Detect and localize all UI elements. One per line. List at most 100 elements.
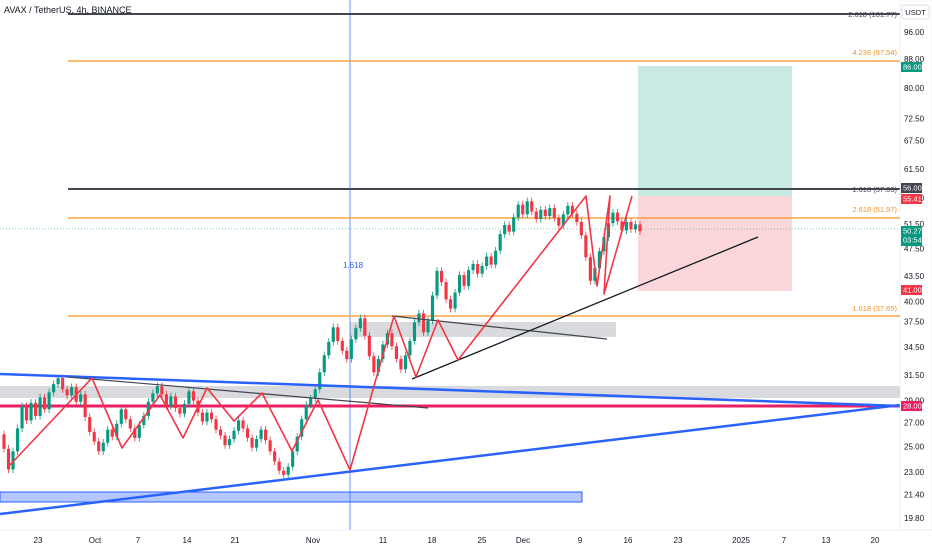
candle-body[interactable] (318, 372, 322, 390)
currency-button[interactable]: USDT (901, 4, 930, 20)
candle-body[interactable] (516, 204, 520, 218)
candle-body[interactable] (444, 282, 448, 300)
candle-body[interactable] (376, 359, 380, 373)
candle-body[interactable] (155, 386, 159, 394)
candle-body[interactable] (61, 378, 65, 390)
candle-body[interactable] (638, 224, 642, 232)
candle-body[interactable] (20, 406, 24, 429)
candle-body[interactable] (390, 333, 394, 347)
candle-body[interactable] (498, 234, 502, 251)
candle-body[interactable] (200, 412, 205, 422)
candle-body[interactable] (575, 213, 579, 222)
candle-body[interactable] (304, 404, 308, 420)
candle-body[interactable] (507, 224, 511, 232)
channel-support-line[interactable] (411, 236, 759, 380)
candle-body[interactable] (566, 205, 570, 215)
candle-body[interactable] (79, 394, 83, 402)
candle-body[interactable] (282, 470, 286, 475)
candle-body[interactable] (552, 208, 556, 218)
candle-body[interactable] (52, 384, 56, 393)
ascending-trendline[interactable] (0, 403, 901, 516)
candle-body[interactable] (620, 221, 624, 231)
support-box[interactable] (0, 386, 900, 398)
time-axis[interactable]: 23 Oct 7 14 21 Nov 11 18 25 Dec 9 16 23 2025 7 13 20 (0, 529, 932, 550)
take-profit-zone[interactable] (638, 66, 792, 196)
candle-body[interactable] (448, 299, 453, 309)
candle-body[interactable] (462, 275, 466, 286)
candle-body[interactable] (47, 392, 51, 410)
candle-body[interactable] (512, 217, 516, 232)
candle-body[interactable] (624, 221, 629, 231)
candle-body[interactable] (345, 350, 349, 360)
candle-body[interactable] (178, 408, 182, 414)
candle-body[interactable] (331, 327, 335, 342)
candle-body[interactable] (322, 355, 326, 373)
candle-body[interactable] (124, 409, 128, 420)
candle-body[interactable] (88, 417, 92, 432)
candle-body[interactable] (232, 430, 236, 440)
candle-body[interactable] (300, 419, 304, 437)
candle-body[interactable] (363, 318, 367, 336)
candle-body[interactable] (417, 313, 421, 323)
candle-body[interactable] (15, 428, 20, 452)
descending-trendline[interactable] (0, 372, 901, 408)
candle-body[interactable] (439, 270, 444, 283)
candle-body[interactable] (539, 209, 543, 220)
candle-body[interactable] (250, 437, 254, 448)
candle-body[interactable] (24, 406, 29, 421)
candle-body[interactable] (561, 214, 565, 226)
candle-body[interactable] (476, 263, 480, 274)
candle-body[interactable] (408, 340, 412, 356)
candle-body[interactable] (11, 451, 15, 470)
candle-body[interactable] (33, 402, 38, 416)
candle-body[interactable] (615, 212, 620, 222)
candle-body[interactable] (480, 266, 484, 274)
candle-body[interactable] (453, 292, 457, 309)
candle-body[interactable] (412, 322, 417, 341)
candle-body[interactable] (557, 217, 561, 226)
candle-body[interactable] (97, 441, 101, 452)
candle-body[interactable] (101, 442, 105, 452)
candle-body[interactable] (367, 335, 371, 357)
candle-body[interactable] (570, 205, 574, 214)
candle-body[interactable] (467, 270, 471, 286)
candle-body[interactable] (146, 401, 150, 416)
candle-body[interactable] (358, 318, 362, 329)
candle-body[interactable] (142, 415, 146, 425)
candle-body[interactable] (534, 211, 538, 220)
candle-body[interactable] (106, 429, 110, 443)
pennant-upper-line[interactable] (391, 315, 608, 340)
candle-body[interactable] (494, 250, 498, 265)
candle-body[interactable] (173, 396, 177, 409)
candle-body[interactable] (205, 412, 209, 422)
candle-body[interactable] (588, 257, 592, 281)
candle-body[interactable] (214, 419, 218, 430)
candle-body[interactable] (164, 394, 168, 407)
candle-body[interactable] (309, 398, 313, 405)
candle-body[interactable] (313, 389, 317, 399)
candle-body[interactable] (43, 397, 47, 410)
candle-body[interactable] (291, 451, 295, 467)
vertical-marker[interactable]: 1.618 (343, 0, 364, 530)
candle-body[interactable] (29, 402, 33, 421)
candle-body[interactable] (336, 327, 340, 341)
candle-body[interactable] (548, 208, 552, 217)
candle-body[interactable] (264, 429, 268, 441)
candle-body[interactable] (133, 428, 137, 438)
candle-body[interactable] (602, 237, 606, 252)
candle-body[interactable] (485, 256, 489, 267)
candle-body[interactable] (151, 393, 155, 402)
candle-body[interactable] (128, 419, 132, 429)
candle-body[interactable] (241, 420, 245, 429)
candle-body[interactable] (110, 429, 114, 437)
candle-body[interactable] (83, 394, 87, 418)
candle-body[interactable] (354, 328, 358, 340)
candle-body[interactable] (584, 235, 588, 258)
candle-body[interactable] (372, 356, 376, 373)
candle-body[interactable] (340, 340, 344, 351)
candle-body[interactable] (286, 466, 290, 475)
candle-body[interactable] (629, 221, 633, 230)
candle-body[interactable] (273, 451, 277, 462)
candle-body[interactable] (187, 391, 191, 404)
